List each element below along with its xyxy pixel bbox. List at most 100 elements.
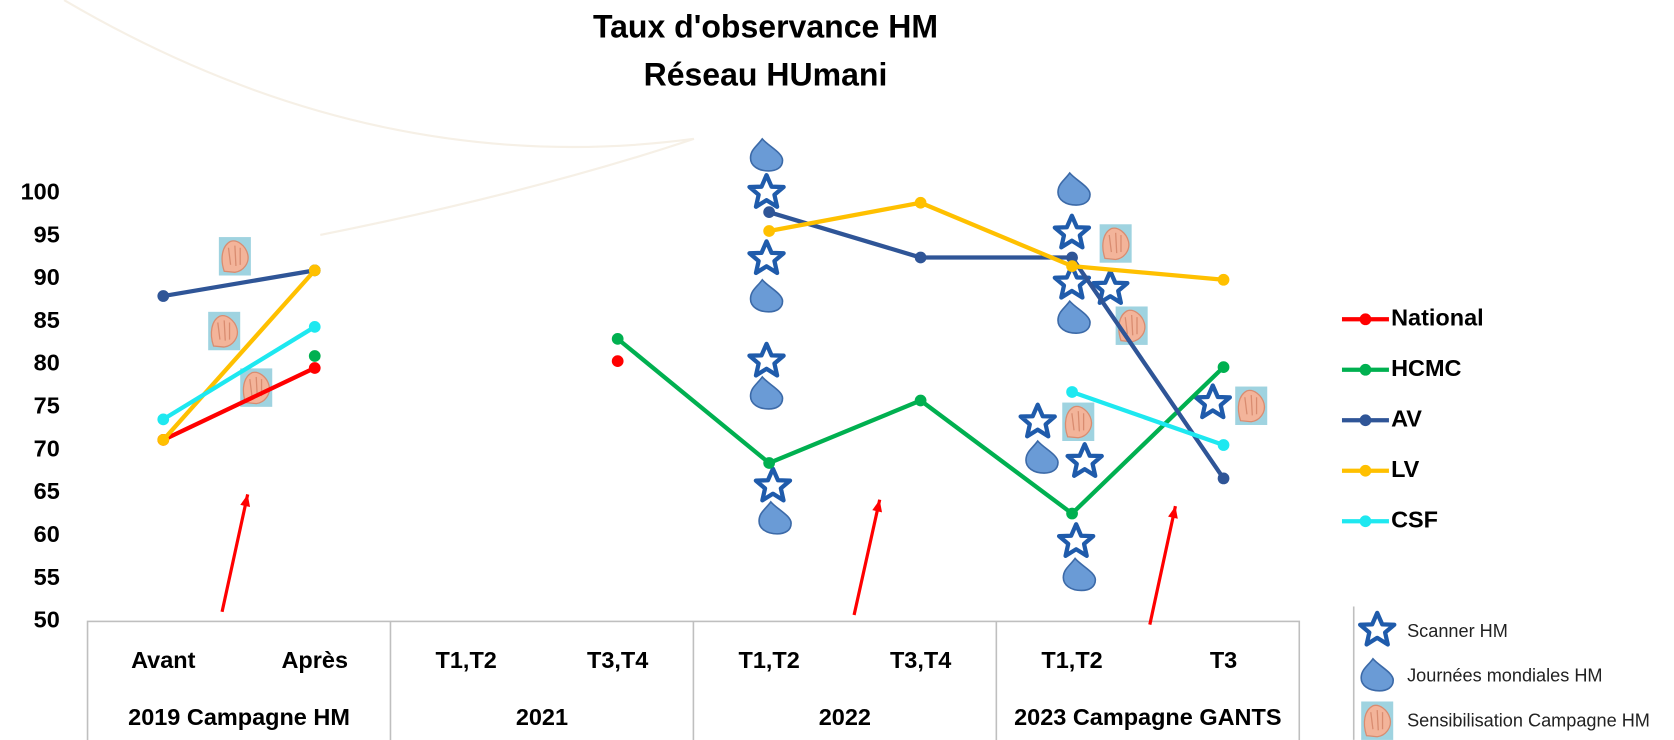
data-point — [1217, 472, 1230, 485]
hand-icon — [1360, 700, 1394, 740]
data-point — [308, 350, 321, 362]
category-table: Avant Après T1,T2 T3,T4 T1,T2 T3,T4 T1,T2 T3 201… — [86, 620, 1301, 740]
drop-icon — [1025, 440, 1059, 474]
y-tick-label: 90 — [34, 264, 60, 290]
category-label: T1,T2 — [1041, 647, 1102, 673]
data-point — [1217, 361, 1230, 373]
data-point — [1066, 251, 1078, 264]
star-icon — [749, 175, 783, 207]
legend-label: HCMC — [1391, 355, 1461, 381]
star-icon — [1021, 405, 1055, 437]
data-point — [1066, 507, 1078, 520]
data-point — [611, 332, 624, 345]
hand-icon — [218, 236, 252, 277]
data-point — [914, 394, 927, 407]
drop-icon — [749, 278, 784, 313]
star-icon — [1360, 613, 1394, 645]
y-tick-label: 95 — [34, 221, 60, 247]
hand-icon — [1061, 401, 1095, 442]
data-point — [763, 225, 776, 237]
series-line — [162, 366, 316, 442]
data-point — [1066, 260, 1078, 272]
data-point — [763, 457, 776, 469]
arrow-head — [872, 499, 883, 513]
category-label: T3,T4 — [890, 647, 951, 673]
data-point — [157, 434, 170, 446]
arrow-head — [240, 494, 251, 507]
group-label: 2023 Campagne GANTS — [1014, 704, 1281, 730]
legend: National HCMC AV LV CSF — [1341, 304, 1484, 532]
drop-icon — [758, 501, 792, 535]
series-line — [162, 325, 316, 422]
star-icon — [749, 344, 783, 376]
data-point — [308, 362, 321, 374]
y-tick-label: 85 — [34, 307, 60, 333]
series-line — [616, 337, 1226, 516]
icon-legend: Scanner HM Journées mondiales HM Sensibili… — [1352, 606, 1650, 740]
chart-subtitle: Réseau HUmani — [644, 56, 888, 92]
legend-marker — [1359, 313, 1372, 326]
drop-icon — [749, 376, 784, 410]
arrow-head — [1168, 506, 1178, 519]
data-point — [308, 321, 321, 333]
series-line — [768, 210, 1226, 480]
series-line — [161, 268, 317, 442]
arrow — [852, 499, 882, 616]
data-point — [157, 290, 170, 302]
legend-label: LV — [1391, 456, 1420, 482]
category-label: T1,T2 — [436, 647, 497, 673]
y-tick-label: 80 — [34, 350, 60, 376]
drop-icon — [1062, 557, 1097, 592]
data-point — [914, 251, 927, 264]
category-label: T3 — [1210, 647, 1237, 673]
legend-marker — [1359, 414, 1372, 427]
category-label: Après — [281, 647, 348, 673]
event-icons — [207, 138, 1268, 625]
y-tick-label: 50 — [34, 607, 60, 633]
group-label: 2022 — [819, 704, 871, 730]
drop-icon — [1360, 657, 1395, 692]
series-line — [1071, 389, 1225, 448]
star-icon — [749, 241, 783, 273]
arrow — [220, 494, 250, 613]
legend-label: AV — [1391, 405, 1422, 431]
data-point — [1217, 439, 1230, 451]
drop-icon — [749, 138, 784, 172]
hand-icon — [1098, 223, 1133, 264]
drop-icon — [1057, 300, 1091, 334]
data-point — [914, 196, 927, 209]
data-point — [1217, 273, 1230, 286]
decoration — [63, 0, 695, 236]
series-line — [768, 200, 1224, 282]
drop-icon — [1057, 172, 1091, 206]
legend-marker — [1359, 464, 1372, 477]
star-icon — [1068, 444, 1102, 476]
hand-icon — [207, 311, 241, 351]
data-point — [308, 264, 321, 277]
series-line — [162, 268, 316, 299]
y-tick-label: 65 — [34, 478, 60, 504]
y-tick-label: 60 — [34, 521, 60, 547]
star-icon — [756, 469, 790, 501]
data-point — [1066, 386, 1078, 398]
category-label: T1,T2 — [738, 647, 799, 673]
legend-label: National — [1391, 304, 1484, 330]
data-point — [157, 413, 170, 426]
legend-marker — [1359, 363, 1372, 376]
arrow — [1148, 505, 1177, 625]
category-label: Avant — [131, 647, 196, 673]
legend-label: CSF — [1391, 506, 1438, 532]
plot-area: 50 55 60 65 70 75 80 85 90 95 100 — [21, 179, 1230, 633]
data-point — [763, 206, 776, 219]
y-tick-label: 55 — [34, 564, 60, 590]
hand-icon — [1234, 385, 1268, 426]
icon-legend-label: Sensibilisation Campagne HM — [1407, 711, 1650, 731]
group-label: 2021 — [516, 704, 568, 730]
y-tick-label: 100 — [21, 179, 60, 205]
data-point — [611, 355, 624, 368]
star-icon — [1055, 216, 1089, 248]
icon-legend-label: Scanner HM — [1407, 621, 1508, 641]
icon-legend-label: Journées mondiales HM — [1407, 666, 1602, 686]
category-label: T3,T4 — [587, 647, 648, 673]
